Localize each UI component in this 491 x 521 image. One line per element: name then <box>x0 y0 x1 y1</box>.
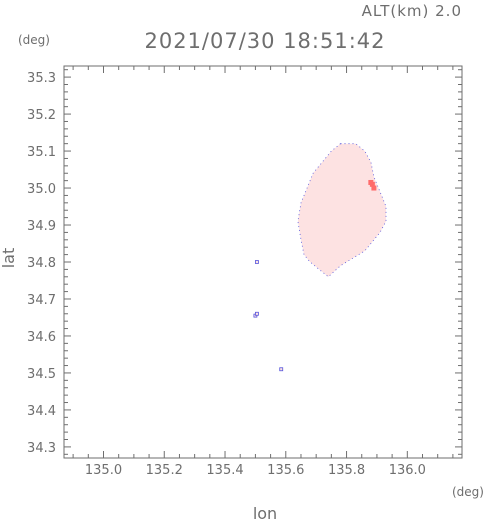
y-axis-label: lat <box>0 248 18 269</box>
x-axis-label: lon <box>253 504 277 521</box>
altitude-label: ALT(km) 2.0 <box>362 2 462 20</box>
y-tick-label: 35.2 <box>27 108 56 123</box>
isolated-echo <box>255 311 259 316</box>
x-tick-label: 135.4 <box>206 463 243 478</box>
peak-cell <box>371 185 377 191</box>
x-tick-label: 135.6 <box>267 463 304 478</box>
x-tick-label: 135.0 <box>85 463 122 478</box>
y-tick-label: 34.4 <box>27 404 56 419</box>
isolated-echo <box>255 260 259 264</box>
y-tick-label: 34.9 <box>27 219 56 234</box>
ticks-layer: 135.0 135.2 135.4 135.6 135.8 136.0 34.3 34.4 34… <box>27 66 462 478</box>
isolated-echo <box>279 367 284 372</box>
y-tick-label: 34.7 <box>27 293 56 308</box>
x-axis-unit: (deg) <box>452 485 484 499</box>
y-tick-label: 34.8 <box>27 256 56 271</box>
plot-frame <box>63 65 463 459</box>
y-tick-label: 35.1 <box>27 145 56 160</box>
y-tick-label: 35.0 <box>27 182 56 197</box>
y-tick-label: 34.6 <box>27 330 56 345</box>
y-tick-label: 34.5 <box>27 367 56 382</box>
x-tick-label: 135.8 <box>328 463 365 478</box>
x-tick-label: 136.0 <box>389 463 426 478</box>
echo-layer <box>253 143 387 372</box>
x-tick-label: 135.2 <box>146 463 183 478</box>
y-axis-unit: (deg) <box>18 33 50 47</box>
chart-title: 2021/07/30 18:51:42 <box>144 29 385 53</box>
echo-region <box>297 143 387 278</box>
y-tick-label: 35.3 <box>27 71 56 86</box>
peak-cell <box>368 179 374 185</box>
y-tick-label: 34.3 <box>27 441 56 456</box>
